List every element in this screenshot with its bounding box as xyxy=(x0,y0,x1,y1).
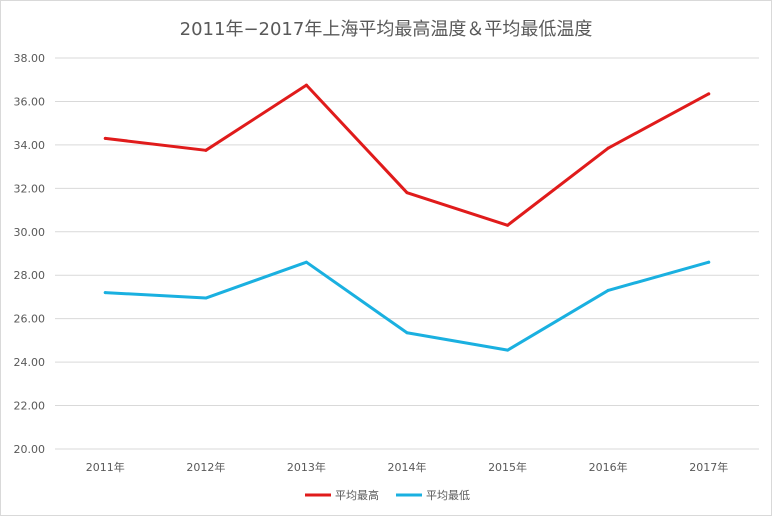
data-point xyxy=(405,331,409,335)
data-point xyxy=(304,83,308,87)
y-tick-label: 34.00 xyxy=(14,139,46,152)
series-line-1 xyxy=(103,83,711,227)
y-tick-label: 24.00 xyxy=(14,356,46,369)
y-tick-label: 20.00 xyxy=(14,443,46,456)
data-point xyxy=(606,146,610,150)
x-tick-label: 2013年 xyxy=(287,460,326,474)
data-point xyxy=(707,260,711,264)
data-point xyxy=(304,260,308,264)
y-tick-label: 22.00 xyxy=(14,400,46,413)
data-point xyxy=(506,348,510,352)
legend-label: 平均最低 xyxy=(426,489,470,502)
series-lines xyxy=(103,83,711,352)
data-point xyxy=(204,148,208,152)
y-tick-label: 30.00 xyxy=(14,226,46,239)
y-tick-label: 26.00 xyxy=(14,313,46,326)
x-tick-label: 2012年 xyxy=(186,460,225,474)
y-axis-tick-labels: 20.00 22.00 24.00 26.00 28.00 30.00 32.00 34.00… xyxy=(14,52,46,456)
chart-title: 2011年−2017年上海平均最高温度＆平均最低温度 xyxy=(179,19,593,40)
y-tick-label: 28.00 xyxy=(14,269,46,282)
x-axis-tick-labels: 2011年 2012年 2013年 2014年 2015年 2016年 2017年 xyxy=(86,460,728,474)
gridlines xyxy=(55,57,759,450)
x-tick-label: 2017年 xyxy=(689,460,728,474)
data-point xyxy=(506,223,510,227)
x-tick-label: 2011年 xyxy=(86,460,125,474)
data-point xyxy=(405,191,409,195)
data-point xyxy=(606,288,610,292)
y-tick-label: 32.00 xyxy=(14,182,46,195)
data-point xyxy=(103,291,107,295)
x-tick-label: 2015年 xyxy=(488,460,527,474)
data-point xyxy=(707,92,711,96)
legend-label: 平均最高 xyxy=(335,488,379,502)
x-tick-label: 2016年 xyxy=(589,460,628,474)
legend: 平均最高 平均最低 xyxy=(305,488,470,502)
data-point xyxy=(103,136,107,140)
data-point xyxy=(204,296,208,300)
y-tick-label: 38.00 xyxy=(14,52,46,65)
x-tick-label: 2014年 xyxy=(388,460,427,474)
y-tick-label: 36.00 xyxy=(14,95,46,108)
